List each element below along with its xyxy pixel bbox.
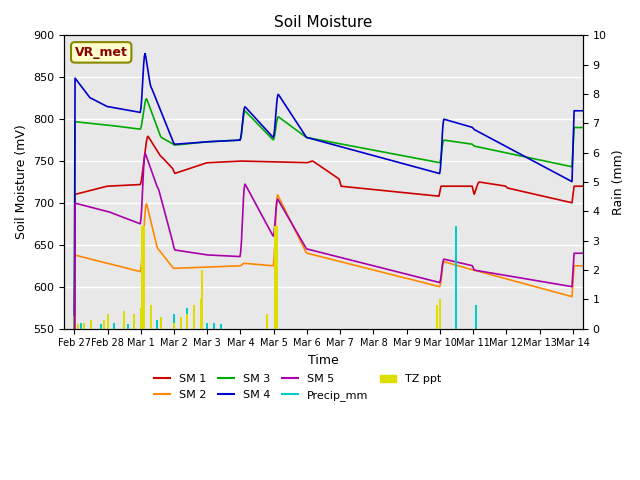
SM 1 (144, 133, 152, 139)
Bar (193, 305, 195, 329)
Bar (173, 314, 175, 329)
SM 4 (396, 160, 403, 166)
Bar (107, 314, 109, 329)
Bar (266, 314, 268, 329)
SM 2 (70, 431, 78, 436)
X-axis label: Time: Time (308, 354, 339, 367)
Bar (436, 305, 438, 329)
Bar (276, 314, 278, 329)
SM 2 (230, 263, 238, 269)
SM 4 (70, 312, 78, 318)
SM 2 (426, 281, 433, 287)
Bar (90, 320, 92, 329)
SM 2 (396, 274, 403, 279)
SM 1 (133, 182, 141, 188)
Line: SM 4: SM 4 (74, 54, 606, 337)
Bar (213, 323, 215, 329)
SM 3 (396, 152, 403, 158)
Bar (150, 305, 152, 329)
Text: VR_met: VR_met (75, 46, 127, 59)
Bar (202, 270, 204, 329)
Bar (275, 226, 276, 329)
Bar (186, 308, 188, 329)
SM 4 (278, 96, 285, 102)
Bar (186, 314, 188, 329)
Legend: SM 1, SM 2, SM 3, SM 4, SM 5, Precip_mm, TZ ppt: SM 1, SM 2, SM 3, SM 4, SM 5, Precip_mm,… (149, 370, 446, 405)
Line: SM 1: SM 1 (74, 136, 606, 393)
SM 2 (602, 438, 610, 444)
Bar (140, 326, 142, 329)
Bar (456, 226, 458, 329)
SM 5 (258, 212, 266, 217)
SM 2 (257, 262, 265, 268)
Bar (180, 317, 182, 329)
Bar (127, 324, 129, 329)
SM 3 (231, 137, 239, 143)
SM 1 (258, 159, 266, 165)
SM 3 (143, 96, 150, 102)
Bar (124, 311, 125, 329)
SM 5 (231, 253, 239, 259)
Bar (220, 324, 221, 329)
SM 5 (133, 220, 141, 226)
SM 3 (602, 345, 610, 351)
SM 4 (602, 334, 610, 340)
SM 4 (231, 137, 239, 143)
Bar (103, 320, 105, 329)
SM 2 (133, 268, 141, 274)
SM 1 (278, 159, 285, 165)
Bar (100, 324, 102, 329)
Line: SM 5: SM 5 (74, 153, 606, 432)
Bar (476, 305, 477, 329)
Bar (206, 323, 208, 329)
SM 1 (602, 384, 610, 390)
Y-axis label: Soil Moisture (mV): Soil Moisture (mV) (15, 125, 28, 240)
SM 2 (274, 192, 282, 198)
SM 2 (278, 200, 285, 206)
Bar (276, 226, 278, 329)
SM 5 (426, 277, 433, 283)
Bar (160, 317, 162, 329)
Bar (77, 324, 79, 329)
SM 1 (70, 390, 78, 396)
Title: Soil Moisture: Soil Moisture (275, 15, 372, 30)
SM 4 (258, 122, 266, 128)
Bar (200, 320, 202, 329)
SM 1 (396, 189, 403, 195)
Line: SM 2: SM 2 (74, 195, 606, 441)
SM 4 (141, 51, 149, 57)
SM 3 (70, 341, 78, 347)
Bar (80, 323, 82, 329)
Bar (193, 314, 195, 329)
SM 3 (426, 158, 433, 164)
Bar (156, 320, 159, 329)
SM 5 (396, 269, 403, 275)
SM 4 (133, 109, 141, 115)
SM 5 (278, 203, 285, 209)
Bar (200, 300, 202, 329)
Bar (83, 323, 85, 329)
Bar (141, 226, 143, 329)
SM 3 (278, 116, 285, 122)
Bar (173, 323, 175, 329)
Y-axis label: Rain (mm): Rain (mm) (612, 149, 625, 215)
SM 5 (602, 429, 610, 435)
Bar (143, 226, 145, 329)
Line: SM 3: SM 3 (74, 99, 606, 348)
Bar (113, 323, 115, 329)
Bar (133, 314, 135, 329)
Bar (140, 308, 142, 329)
SM 5 (141, 150, 149, 156)
SM 3 (133, 126, 141, 132)
SM 4 (426, 168, 433, 174)
SM 3 (258, 125, 266, 131)
SM 1 (231, 158, 239, 164)
Bar (439, 300, 441, 329)
SM 5 (70, 396, 78, 401)
SM 1 (426, 192, 433, 198)
Bar (90, 323, 92, 329)
